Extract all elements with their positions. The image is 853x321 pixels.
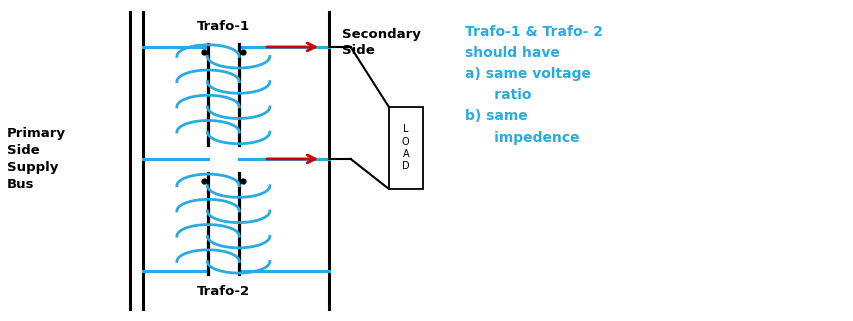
Text: Trafo-2: Trafo-2: [196, 285, 250, 298]
Text: L
O
A
D: L O A D: [402, 124, 409, 171]
Text: Trafo-1 & Trafo- 2
should have
a) same voltage
      ratio
b) same
      impeden: Trafo-1 & Trafo- 2 should have a) same v…: [465, 25, 602, 144]
Text: Secondary
Side: Secondary Side: [342, 28, 421, 57]
Text: Primary
Side
Supply
Bus: Primary Side Supply Bus: [7, 127, 66, 191]
Text: Trafo-1: Trafo-1: [196, 20, 250, 33]
Bar: [388, 107, 422, 189]
